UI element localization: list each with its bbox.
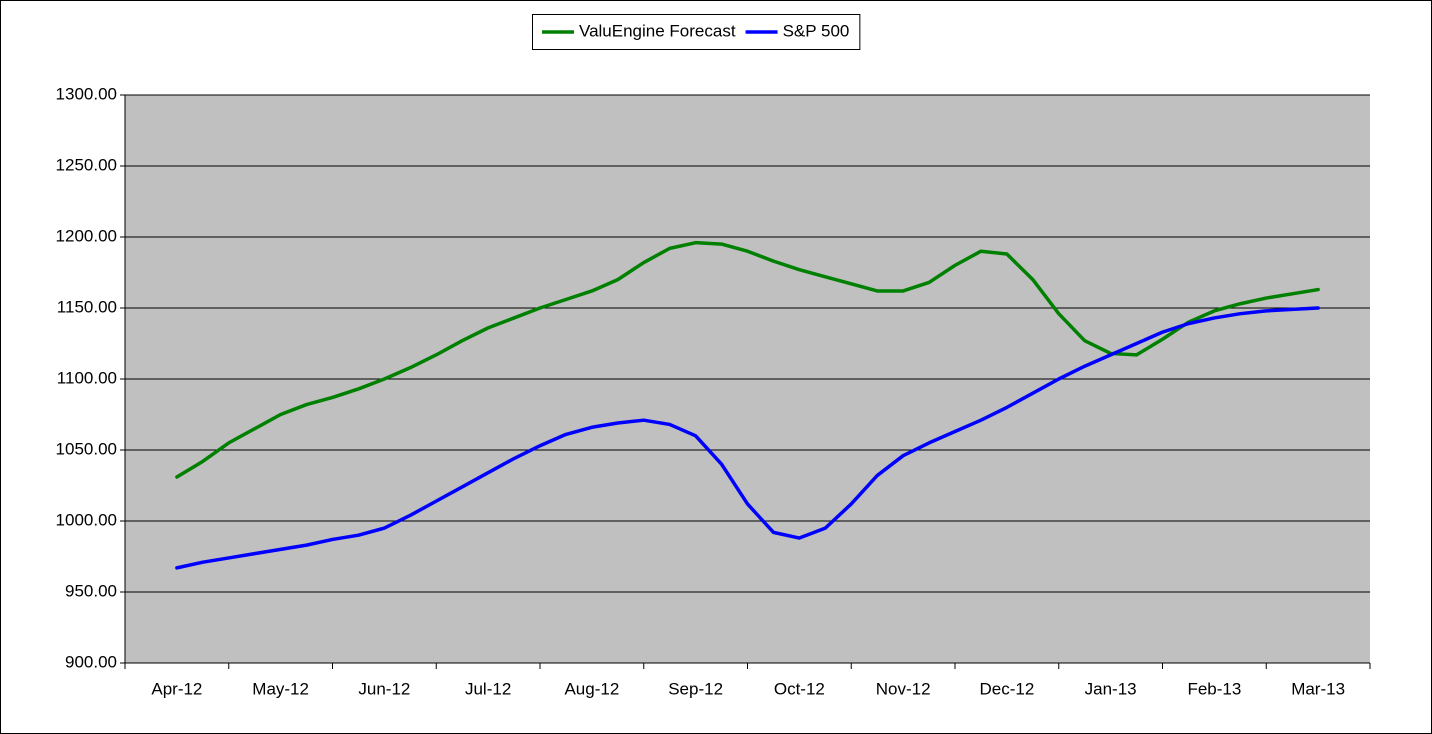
x-tick-label: Jul-12 [465, 679, 511, 698]
x-tick-label: Sep-12 [668, 679, 723, 698]
x-tick-label: May-12 [252, 679, 309, 698]
y-tick-label: 1200.00 [56, 226, 117, 245]
series-line [175, 306, 1320, 570]
y-tick-label: 1050.00 [56, 439, 117, 458]
y-tick-label: 1100.00 [57, 368, 117, 387]
legend-label: S&P 500 [783, 21, 850, 40]
legend-box [532, 14, 861, 50]
x-tick-label: Oct-12 [774, 679, 825, 698]
series-line [175, 240, 1320, 479]
y-tick-label: 950.00 [65, 581, 117, 600]
x-tick-label: Dec-12 [979, 679, 1034, 698]
x-tick-label: Jun-12 [358, 679, 410, 698]
x-tick-label: Jan-13 [1085, 679, 1137, 698]
legend-label: ValuEngine Forecast [579, 21, 736, 40]
y-tick-label: 1300.00 [56, 84, 117, 103]
x-tick-label: Nov-12 [876, 679, 931, 698]
x-tick-label: Apr-12 [151, 679, 202, 698]
y-tick-label: 1150.00 [57, 297, 117, 316]
x-tick-label: Feb-13 [1187, 679, 1241, 698]
y-tick-label: 1000.00 [56, 510, 117, 529]
y-tick-label: 900.00 [65, 652, 117, 671]
y-tick-label: 1250.00 [56, 155, 117, 174]
x-tick-label: Aug-12 [564, 679, 619, 698]
x-tick-label: Mar-13 [1291, 679, 1345, 698]
